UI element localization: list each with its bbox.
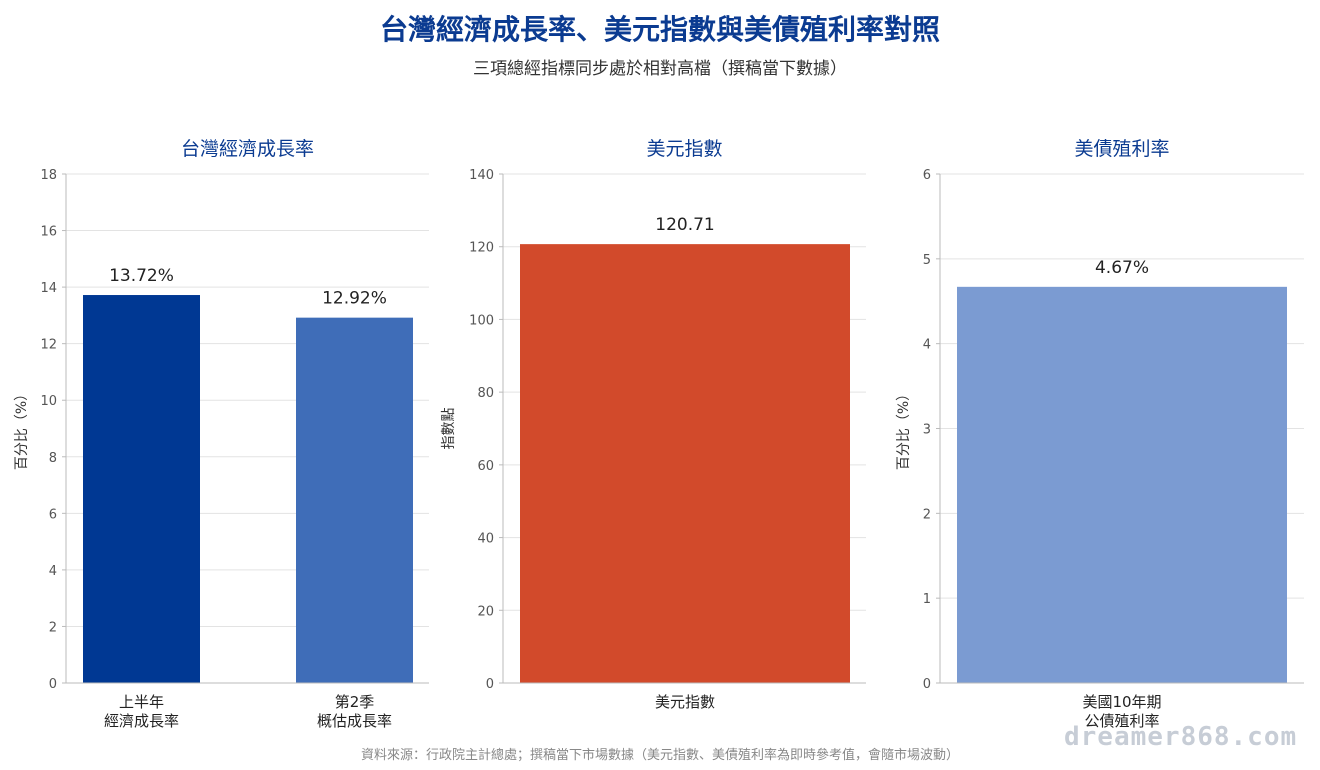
bar (520, 244, 850, 683)
data-label: 12.92% (322, 289, 387, 309)
data-label: 120.71 (655, 215, 714, 235)
x-tick-label: 美國10年期 (1082, 693, 1161, 711)
y-tick-label: 2 (923, 507, 931, 522)
y-tick-label: 80 (477, 386, 494, 401)
x-tick-label: 美元指數 (655, 693, 715, 711)
data-label: 4.67% (1095, 258, 1149, 278)
y-tick-label: 0 (49, 677, 57, 692)
page-title: 台灣經濟成長率、美元指數與美債殖利率對照 (379, 13, 940, 46)
y-tick-label: 8 (49, 451, 57, 466)
y-tick-label: 140 (469, 168, 494, 183)
y-tick-label: 40 (477, 532, 494, 547)
y-tick-label: 16 (40, 225, 57, 240)
chart-title: 台灣經濟成長率 (181, 138, 314, 160)
y-tick-label: 12 (40, 338, 57, 353)
y-tick-label: 14 (40, 281, 57, 296)
bar (957, 286, 1287, 683)
y-axis-label: 指數點 (441, 408, 457, 450)
chart-panel-1: 台灣經濟成長率 0 2 4 6 8 10 12 14 16 18 百分比（%） 13.72% 上半年經濟成… (14, 138, 429, 730)
page-subtitle: 三項總經指標同步處於相對高檔（撰稿當下數據） (473, 59, 847, 79)
y-tick-label: 4 (49, 564, 57, 579)
y-tick-label: 20 (477, 604, 494, 619)
chart-panel-2: 美元指數 0 20 40 60 80 100 120 140 指數點 120.71 美元指數 (441, 138, 866, 711)
y-tick-label: 120 (469, 241, 494, 256)
chart-title: 美債殖利率 (1074, 138, 1169, 160)
y-tick-label: 18 (40, 168, 57, 183)
chart-title: 美元指數 (646, 138, 722, 160)
data-label: 13.72% (109, 266, 174, 286)
y-tick-label: 6 (49, 507, 57, 522)
bar (296, 317, 413, 683)
y-tick-label: 10 (40, 394, 57, 409)
source-note: 資料來源：行政院主計總處；撰稿當下市場數據（美元指數、美債殖利率為即時參考值，會… (360, 748, 959, 763)
y-tick-label: 2 (49, 620, 57, 635)
y-tick-label: 1 (923, 592, 931, 607)
watermark: dreamer868.com (1064, 722, 1298, 752)
y-tick-label: 5 (923, 253, 931, 268)
y-axis-label: 百分比（%） (896, 387, 912, 470)
y-tick-label: 0 (923, 677, 931, 692)
y-tick-label: 60 (477, 459, 494, 474)
y-tick-label: 100 (469, 313, 494, 328)
x-tick-label: 公債殖利率 (1084, 712, 1159, 730)
bar (83, 295, 200, 683)
y-tick-label: 6 (923, 168, 931, 183)
x-tick-label: 經濟成長率 (104, 712, 179, 730)
y-axis-label: 百分比（%） (14, 387, 30, 470)
y-tick-label: 4 (923, 338, 931, 353)
x-tick-label: 概估成長率 (317, 712, 392, 730)
y-tick-label: 0 (486, 677, 494, 692)
y-tick-label: 3 (923, 423, 931, 438)
x-tick-label: 上半年 (119, 693, 164, 711)
x-tick-label: 第2季 (335, 693, 375, 711)
